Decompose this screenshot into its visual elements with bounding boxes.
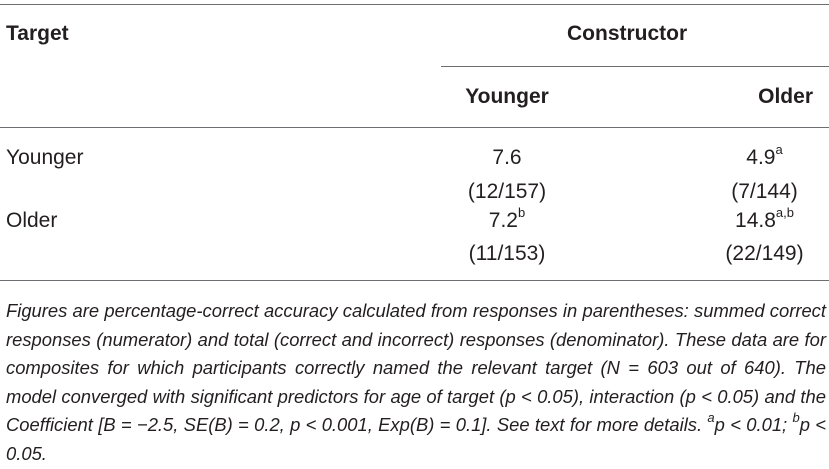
header-constructor: Constructor [567, 22, 688, 45]
cell-older-older-counts: (22/149) [725, 242, 804, 265]
header-younger: Younger [465, 85, 549, 108]
header-older: Older [758, 85, 813, 108]
cell-older-younger-counts: (11/153) [468, 242, 546, 265]
footnote-sup-b: b [792, 410, 800, 426]
cell-younger-younger-value: 7.6 [441, 146, 573, 170]
cell-younger-younger-counts: (12/157) [467, 180, 547, 203]
row-label-younger: Younger [6, 146, 84, 169]
footnote-note-a: p < 0.01; [714, 414, 793, 436]
footnote-note-b: p < 0.05. [6, 414, 827, 464]
superscript-note: a [775, 142, 783, 157]
value-text: 4.9 [746, 146, 776, 169]
row-label-older: Older [6, 209, 58, 232]
cell-older-older-value: 14.8a,b [700, 206, 829, 233]
constructor-underline-rule [441, 66, 829, 67]
superscript-note: b [517, 205, 526, 220]
superscript-note: a,b [775, 205, 794, 220]
table-bottom-rule [0, 280, 829, 281]
cell-younger-older-counts: (7/144) [731, 180, 798, 203]
table-top-rule [0, 4, 829, 5]
value-text: 7.2 [488, 209, 518, 232]
cell-older-younger-value: 7.2b [441, 206, 573, 233]
footnote-main-text: Figures are percentage-correct accuracy … [6, 300, 826, 436]
value-text: 14.8 [735, 209, 776, 232]
header-target: Target [6, 22, 69, 45]
table-footnote: Figures are percentage-correct accuracy … [6, 297, 826, 469]
value-text: 7.6 [492, 146, 522, 169]
header-bottom-rule [0, 127, 829, 128]
footnote-sup-a: a [707, 410, 715, 426]
cell-younger-older-value: 4.9a [700, 143, 829, 170]
